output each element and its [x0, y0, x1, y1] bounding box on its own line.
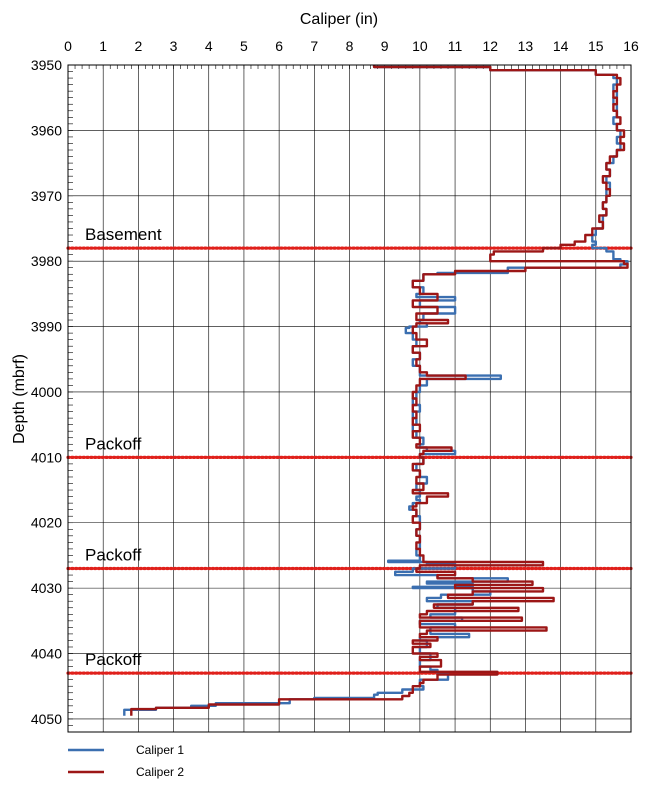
legend-label-caliper-1: Caliper 1 [136, 743, 184, 757]
annotation-label: Basement [85, 225, 162, 244]
x-tick-labels: 0 1 2 3 4 5 6 7 8 9 10 11 12 13 14 15 16 [64, 38, 639, 54]
x-tick-label: 9 [381, 38, 389, 54]
x-tick-label: 4 [205, 38, 213, 54]
annotation-labels: Basement Packoff Packoff Packoff [85, 225, 162, 669]
x-tick-label: 1 [99, 38, 107, 54]
y-tick-label: 3960 [31, 122, 62, 138]
legend-label-caliper-2: Caliper 2 [136, 765, 184, 779]
y-tick-label: 4020 [31, 515, 62, 531]
x-tick-label: 8 [346, 38, 354, 54]
y-tick-label: 3970 [31, 188, 62, 204]
series-layer [123, 65, 629, 716]
y-tick-label: 4010 [31, 449, 62, 465]
series-line-caliper-2 [130, 65, 629, 716]
x-tick-label: 3 [170, 38, 178, 54]
x-tick-label: 11 [448, 38, 463, 54]
x-tick-label: 10 [412, 38, 428, 54]
legend: Caliper 1 Caliper 2 [68, 743, 184, 779]
x-tick-label: 12 [482, 38, 498, 54]
y-axis-title: Depth (mbrf) [11, 354, 28, 444]
plot-frame [67, 64, 632, 733]
x-tick-label: 15 [588, 38, 604, 54]
x-tick-label: 7 [310, 38, 318, 54]
x-tick-label: 13 [518, 38, 534, 54]
x-tick-label: 2 [134, 38, 142, 54]
series-line-caliper-1 [123, 65, 629, 716]
x-tick-label: 0 [64, 38, 72, 54]
x-tick-label: 14 [553, 38, 569, 54]
y-tick-label: 4040 [31, 646, 62, 662]
annotation-label: Packoff [85, 434, 142, 453]
annotation-label: Packoff [85, 650, 142, 669]
x-axis-title: Caliper (in) [300, 11, 378, 28]
y-tick-label: 3980 [31, 253, 62, 269]
y-tick-label: 4050 [31, 711, 62, 727]
y-tick-label: 4030 [31, 580, 62, 596]
x-tick-label: 16 [623, 38, 639, 54]
y-tick-label: 3990 [31, 319, 62, 335]
annotation-label: Packoff [85, 546, 142, 565]
grid-lines [67, 64, 632, 732]
y-tick-label: 4000 [31, 384, 62, 400]
annotation-lines [66, 246, 633, 675]
y-tick-labels: 3950 3960 3970 3980 3990 4000 4010 4020 4030 4040… [31, 57, 62, 727]
x-tick-label: 5 [240, 38, 248, 54]
y-tick-label: 3950 [31, 57, 62, 73]
x-tick-label: 6 [275, 38, 283, 54]
